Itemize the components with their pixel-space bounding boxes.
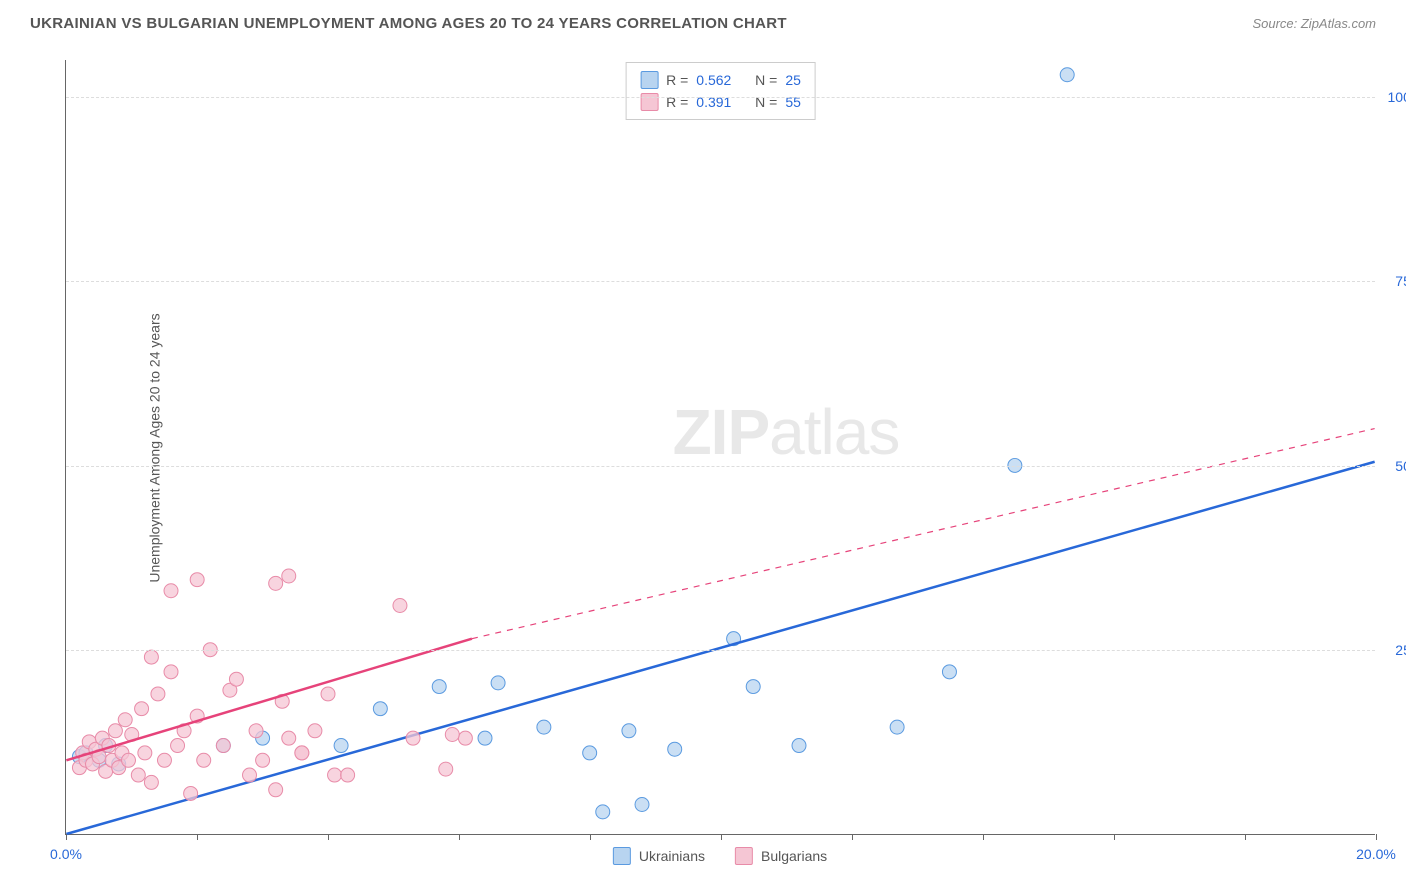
- data-point: [328, 768, 342, 782]
- legend-label: Bulgarians: [761, 848, 827, 864]
- data-point: [596, 805, 610, 819]
- data-point: [334, 739, 348, 753]
- data-point: [439, 762, 453, 776]
- data-point: [282, 731, 296, 745]
- data-point: [373, 702, 387, 716]
- stat-r-value: 0.562: [696, 72, 731, 88]
- x-tick: [197, 834, 198, 840]
- data-point: [537, 720, 551, 734]
- stat-r-label: R =: [666, 72, 688, 88]
- data-point: [157, 753, 171, 767]
- data-point: [118, 713, 132, 727]
- chart-source: Source: ZipAtlas.com: [1252, 16, 1376, 31]
- x-tick: [66, 834, 67, 840]
- data-point: [478, 731, 492, 745]
- y-tick-label: 100.0%: [1388, 89, 1406, 105]
- plot-svg: [66, 60, 1375, 834]
- stat-n-value: 25: [785, 72, 801, 88]
- data-point: [135, 702, 149, 716]
- data-point: [583, 746, 597, 760]
- data-point: [668, 742, 682, 756]
- plot-region: ZIPatlas R = 0.562 N = 25 R = 0.391 N = …: [65, 60, 1375, 835]
- data-point: [458, 731, 472, 745]
- data-point: [171, 739, 185, 753]
- data-point: [197, 753, 211, 767]
- y-tick-label: 25.0%: [1395, 642, 1406, 658]
- data-point: [406, 731, 420, 745]
- stats-row: R = 0.562 N = 25: [640, 69, 801, 91]
- trend-line: [66, 462, 1374, 834]
- legend-swatch: [735, 847, 753, 865]
- data-point: [164, 665, 178, 679]
- data-point: [108, 724, 122, 738]
- y-tick-label: 75.0%: [1395, 273, 1406, 289]
- data-point: [144, 775, 158, 789]
- data-point: [308, 724, 322, 738]
- stats-box: R = 0.562 N = 25 R = 0.391 N = 55: [625, 62, 816, 120]
- data-point: [282, 569, 296, 583]
- stat-n-label: N =: [755, 72, 777, 88]
- x-tick-label: 0.0%: [50, 846, 82, 862]
- data-point: [393, 598, 407, 612]
- legend: Ukrainians Bulgarians: [613, 847, 827, 865]
- gridline: [66, 281, 1375, 282]
- data-point: [190, 573, 204, 587]
- stats-row: R = 0.391 N = 55: [640, 91, 801, 113]
- chart-area: Unemployment Among Ages 20 to 24 years Z…: [65, 60, 1375, 835]
- y-tick-label: 50.0%: [1395, 458, 1406, 474]
- legend-swatch: [640, 71, 658, 89]
- data-point: [269, 783, 283, 797]
- data-point: [121, 753, 135, 767]
- data-point: [144, 650, 158, 664]
- data-point: [269, 576, 283, 590]
- gridline: [66, 466, 1375, 467]
- legend-swatch: [613, 847, 631, 865]
- data-point: [491, 676, 505, 690]
- x-tick: [590, 834, 591, 840]
- gridline: [66, 97, 1375, 98]
- x-tick-label: 20.0%: [1356, 846, 1396, 862]
- data-point: [746, 680, 760, 694]
- data-point: [131, 768, 145, 782]
- data-point: [321, 687, 335, 701]
- x-tick: [1114, 834, 1115, 840]
- data-point: [216, 739, 230, 753]
- data-point: [445, 727, 459, 741]
- data-point: [151, 687, 165, 701]
- legend-item: Ukrainians: [613, 847, 705, 865]
- chart-header: UKRAINIAN VS BULGARIAN UNEMPLOYMENT AMON…: [0, 0, 1406, 42]
- data-point: [792, 739, 806, 753]
- legend-label: Ukrainians: [639, 848, 705, 864]
- data-point: [138, 746, 152, 760]
- data-point: [164, 584, 178, 598]
- x-tick: [459, 834, 460, 840]
- x-tick: [1376, 834, 1377, 840]
- trend-line-dashed: [472, 429, 1375, 639]
- data-point: [1060, 68, 1074, 82]
- x-tick: [721, 834, 722, 840]
- data-point: [256, 753, 270, 767]
- legend-item: Bulgarians: [735, 847, 827, 865]
- data-point: [341, 768, 355, 782]
- x-tick: [852, 834, 853, 840]
- data-point: [229, 672, 243, 686]
- x-tick: [1245, 834, 1246, 840]
- x-tick: [983, 834, 984, 840]
- data-point: [622, 724, 636, 738]
- data-point: [184, 786, 198, 800]
- legend-swatch: [640, 93, 658, 111]
- data-point: [249, 724, 263, 738]
- data-point: [295, 746, 309, 760]
- chart-title: UKRAINIAN VS BULGARIAN UNEMPLOYMENT AMON…: [30, 15, 787, 32]
- data-point: [942, 665, 956, 679]
- data-point: [432, 680, 446, 694]
- data-point: [890, 720, 904, 734]
- data-point: [635, 798, 649, 812]
- data-point: [243, 768, 257, 782]
- x-tick: [328, 834, 329, 840]
- gridline: [66, 650, 1375, 651]
